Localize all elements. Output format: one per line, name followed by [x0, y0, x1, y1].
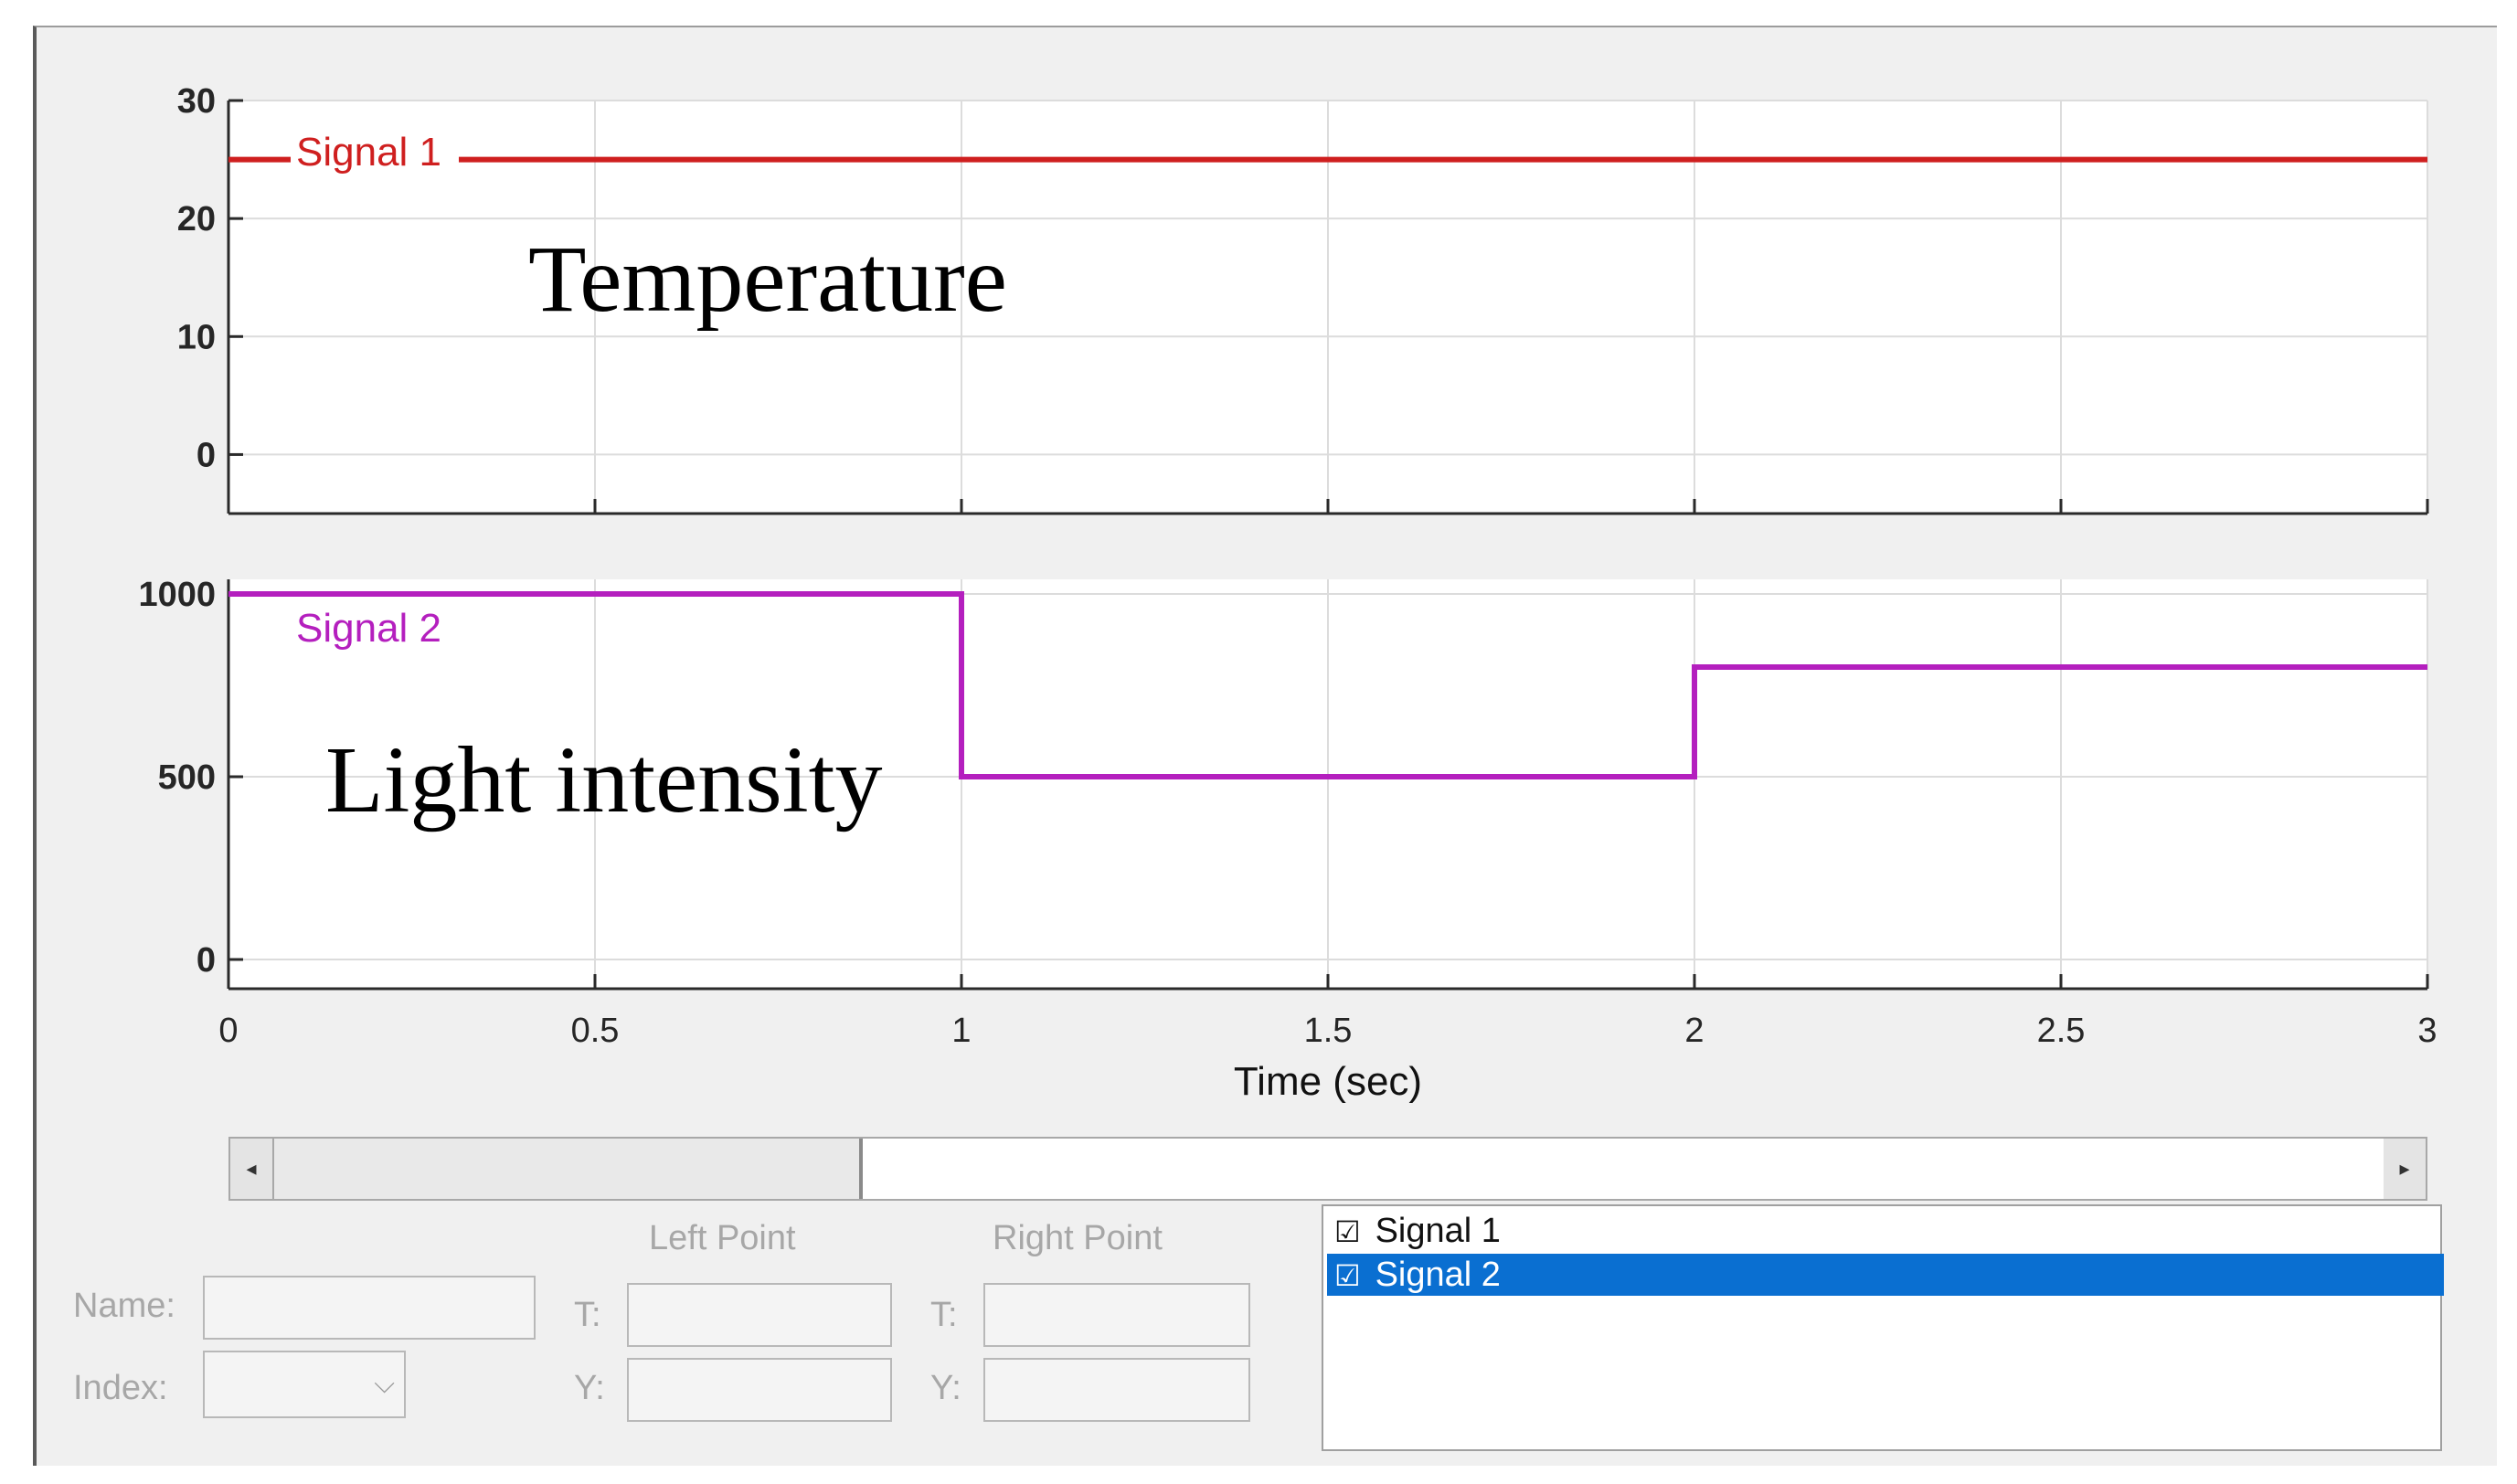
x-tick-label: 2 [1684, 1012, 1704, 1050]
signal-list-item-1[interactable]: ☑ Signal 1 [1327, 1210, 2444, 1252]
y-tick-label: 0 [196, 436, 216, 474]
x-tick-label: 0.5 [571, 1012, 620, 1050]
right-point-y-field[interactable] [983, 1358, 1250, 1422]
y-tick-label: 20 [177, 200, 216, 238]
signal-2-label: Signal 2 [296, 606, 441, 651]
y-tick-label: 500 [158, 758, 216, 797]
time-scrollbar[interactable]: ◂ ▸ [228, 1137, 2427, 1201]
signal-1-label-bg [291, 130, 459, 177]
checkbox-checked-icon[interactable]: ☑ [1334, 1215, 1361, 1248]
left-point-t-field[interactable] [627, 1283, 892, 1347]
signal-1-label: Signal 1 [296, 130, 441, 175]
checkbox-checked-icon[interactable]: ☑ [1334, 1259, 1361, 1292]
temperature-grid [228, 100, 2428, 514]
x-tick-label: 1.5 [1304, 1012, 1353, 1050]
left-point-y-field[interactable] [627, 1358, 892, 1422]
signal-2-label-bg [291, 601, 464, 656]
temperature-plot: 30 20 10 0 Signal 1 Temperature [177, 82, 2429, 515]
x-tick-label: 0 [218, 1012, 238, 1050]
right-y-label: Y: [930, 1369, 961, 1407]
signal-list[interactable]: ☑ Signal 1 ☑ Signal 2 [1322, 1204, 2444, 1451]
signal-2-line[interactable] [228, 591, 2427, 779]
left-t-label: T: [574, 1296, 601, 1334]
temperature-annotation: Temperature [528, 227, 1007, 332]
y-tick-label: 1000 [138, 576, 216, 614]
name-field[interactable] [203, 1276, 536, 1340]
right-point-t-field[interactable] [983, 1283, 1250, 1347]
signal-list-item-label: Signal 1 [1375, 1212, 1501, 1250]
light-intensity-annotation: Light intensity [325, 727, 883, 832]
x-tick-label: 1 [951, 1012, 971, 1050]
signal-list-item-2[interactable]: ☑ Signal 2 [1327, 1254, 2444, 1296]
x-tick-label: 2.5 [2037, 1012, 2086, 1050]
y-tick-label: 10 [177, 318, 216, 356]
temperature-x-tick-marks [227, 499, 2429, 514]
index-label: Index: [73, 1369, 168, 1407]
signal-list-item-label: Signal 2 [1375, 1256, 1501, 1294]
time-axis-label: Time (sec) [1234, 1059, 1422, 1104]
y-tick-label: 0 [196, 941, 216, 980]
chevron-down-icon: ⌵ [374, 1369, 395, 1399]
y-tick-label: 30 [177, 82, 216, 121]
x-tick-label: 3 [2417, 1012, 2437, 1050]
light-grid [228, 579, 2428, 989]
index-select[interactable]: ⌵ [203, 1351, 406, 1418]
scroll-left-arrow-icon[interactable]: ◂ [230, 1139, 274, 1199]
temperature-y-ticks: 30 20 10 0 [177, 82, 243, 474]
light-x-tick-marks [227, 974, 2429, 989]
scroll-thumb[interactable] [859, 1139, 2385, 1199]
left-point-header: Left Point [649, 1219, 796, 1257]
scroll-right-arrow-icon[interactable]: ▸ [2384, 1139, 2426, 1199]
light-y-ticks: 1000 500 0 [138, 576, 243, 980]
name-label: Name: [73, 1287, 175, 1325]
right-point-header: Right Point [993, 1219, 1163, 1257]
left-y-label: Y: [574, 1369, 605, 1407]
time-axis-tick-labels: 0 0.5 1 1.5 2 2.5 3 [218, 1012, 2437, 1050]
right-t-label: T: [930, 1296, 958, 1334]
light-intensity-plot: 1000 500 0 Signal 2 Light intensity [138, 576, 2429, 991]
